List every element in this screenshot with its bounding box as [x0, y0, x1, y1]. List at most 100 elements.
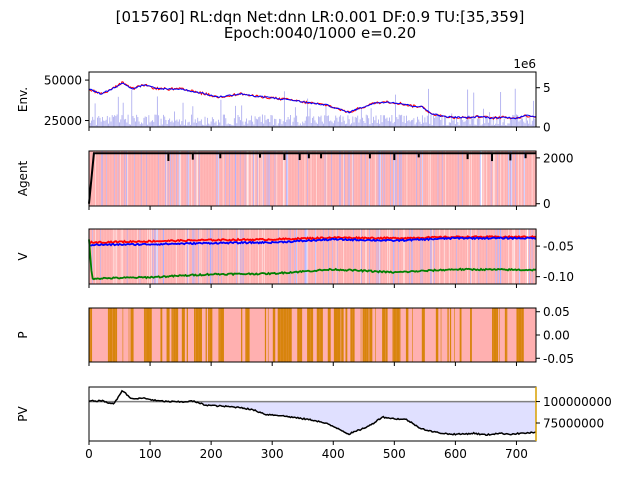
action-bar	[263, 229, 264, 284]
action-bar	[412, 151, 414, 206]
action-bar	[266, 151, 267, 206]
action-bar	[125, 229, 126, 284]
action-bar	[514, 229, 516, 284]
action-bar	[210, 229, 212, 284]
action-bar	[404, 151, 406, 206]
action-bar	[408, 229, 410, 284]
action-bar	[262, 229, 264, 284]
action-bar	[456, 229, 458, 284]
action-bar	[103, 229, 104, 284]
action-bar	[451, 151, 453, 206]
action-bar	[387, 151, 388, 206]
action-bar	[306, 229, 308, 284]
action-bar	[438, 151, 440, 206]
action-bar	[433, 151, 435, 206]
action-bar	[292, 151, 294, 206]
action-bar	[394, 151, 396, 206]
action-bar	[379, 151, 381, 206]
action-bar	[473, 229, 475, 284]
action-bar	[186, 229, 187, 284]
action-bar	[318, 151, 320, 206]
action-bar	[431, 229, 433, 284]
action-bar	[281, 151, 283, 206]
action-bar	[358, 229, 360, 284]
exploration-bar	[205, 308, 207, 362]
action-bar	[438, 151, 440, 206]
action-bar	[96, 229, 98, 284]
action-bar	[482, 151, 484, 206]
action-bar	[382, 229, 384, 284]
action-bar	[273, 229, 275, 284]
action-bar	[517, 229, 518, 284]
action-bar	[158, 229, 160, 284]
action-bar	[168, 151, 170, 206]
action-bar	[494, 151, 496, 206]
exploration-bar	[493, 308, 497, 362]
action-bar	[100, 151, 102, 206]
action-bar	[235, 229, 237, 284]
action-bar	[479, 229, 480, 284]
action-bar	[330, 151, 331, 206]
action-bar	[471, 229, 473, 284]
exploration-bar	[516, 308, 519, 362]
action-bar	[409, 151, 411, 206]
action-bar	[322, 151, 324, 206]
action-bar	[272, 151, 273, 206]
action-bar	[146, 151, 148, 206]
action-bar	[482, 151, 484, 206]
action-bar	[160, 151, 162, 206]
action-bar	[178, 229, 180, 284]
action-bar	[368, 229, 370, 284]
action-bar	[487, 151, 488, 206]
action-bar	[291, 229, 293, 284]
action-bar	[285, 151, 286, 206]
action-bar	[328, 151, 330, 206]
action-bar	[409, 229, 411, 284]
action-bar	[427, 151, 429, 206]
action-bar	[274, 151, 276, 206]
action-bar	[257, 151, 259, 206]
action-bar	[183, 229, 185, 284]
exploration-bar	[421, 308, 425, 362]
action-bar	[252, 229, 254, 284]
action-bar	[455, 151, 457, 206]
action-bar	[379, 151, 380, 206]
action-bar	[429, 229, 431, 284]
action-bar	[187, 151, 189, 206]
action-bar	[433, 229, 435, 284]
action-bar	[496, 151, 498, 206]
action-bar	[151, 229, 153, 284]
action-bar	[122, 151, 124, 206]
action-bar	[177, 151, 179, 206]
action-bar	[407, 229, 408, 284]
action-bar	[110, 151, 112, 206]
price-line	[88, 81, 537, 121]
action-bar	[123, 229, 124, 284]
action-bar	[435, 151, 437, 206]
action-bar	[131, 229, 132, 284]
action-bar	[464, 151, 466, 206]
action-bar	[150, 151, 151, 206]
action-bar	[97, 229, 99, 284]
action-bar	[487, 151, 489, 206]
action-bar	[218, 229, 220, 284]
action-bar	[175, 229, 177, 284]
action-bar	[194, 151, 195, 206]
action-bar	[526, 151, 527, 206]
action-bar	[349, 151, 350, 206]
exploration-bar	[246, 308, 250, 362]
action-bar	[357, 151, 358, 206]
action-bar	[258, 229, 260, 284]
action-bar	[161, 229, 162, 284]
action-bar	[130, 151, 132, 206]
action-bar	[499, 151, 501, 206]
action-bar	[446, 151, 448, 206]
action-bar	[230, 151, 232, 206]
action-bar	[352, 151, 354, 206]
exploration-bar	[219, 308, 221, 362]
y-tick-label: 5	[543, 81, 551, 95]
exploration-bar	[504, 308, 506, 362]
action-bar	[509, 151, 511, 206]
action-bar	[192, 151, 193, 206]
